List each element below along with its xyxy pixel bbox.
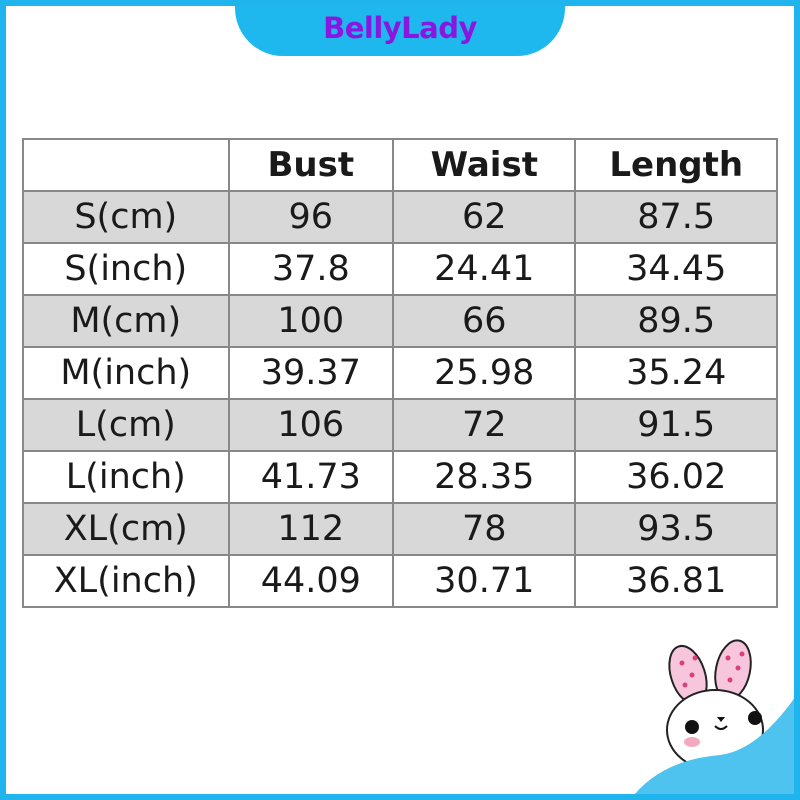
row-label: S(cm) bbox=[22, 190, 230, 244]
table-row: M(cm) 100 66 89.5 bbox=[22, 294, 778, 348]
table-cell: 35.24 bbox=[574, 346, 778, 400]
table-cell: 96 bbox=[227, 190, 395, 244]
column-header: Waist bbox=[392, 138, 577, 192]
table-cell: 25.98 bbox=[392, 346, 577, 400]
table-row: M(inch) 39.37 25.98 35.24 bbox=[22, 346, 778, 400]
table-cell: 78 bbox=[392, 502, 577, 556]
table-cell: 24.41 bbox=[392, 242, 577, 296]
table-cell: 36.02 bbox=[574, 450, 778, 504]
column-header bbox=[22, 138, 230, 192]
table-cell: 44.09 bbox=[227, 554, 395, 608]
table-cell: 91.5 bbox=[574, 398, 778, 452]
table-cell: 30.71 bbox=[392, 554, 577, 608]
table-cell: 72 bbox=[392, 398, 577, 452]
table-row: S(cm) 96 62 87.5 bbox=[22, 190, 778, 244]
table-cell: 89.5 bbox=[574, 294, 778, 348]
size-chart-table: Bust Waist Length S(cm) 96 62 87.5 S(inch) 37.8… bbox=[22, 138, 778, 608]
table-cell: 36.81 bbox=[574, 554, 778, 608]
column-header: Bust bbox=[227, 138, 395, 192]
table-cell: 34.45 bbox=[574, 242, 778, 296]
table-cell: 37.8 bbox=[227, 242, 395, 296]
table-cell: 39.37 bbox=[227, 346, 395, 400]
table-cell: 100 bbox=[227, 294, 395, 348]
brand-name: BellyLady bbox=[323, 11, 477, 45]
row-label: XL(cm) bbox=[22, 502, 230, 556]
bunny-mascot-icon bbox=[630, 639, 800, 800]
row-label: S(inch) bbox=[22, 242, 230, 296]
row-label: XL(inch) bbox=[22, 554, 230, 608]
column-header: Length bbox=[574, 138, 778, 192]
table-cell: 112 bbox=[227, 502, 395, 556]
table-cell: 106 bbox=[227, 398, 395, 452]
row-label: L(inch) bbox=[22, 450, 230, 504]
table-row: XL(inch) 44.09 30.71 36.81 bbox=[22, 554, 778, 608]
row-label: L(cm) bbox=[22, 398, 230, 452]
table-cell: 87.5 bbox=[574, 190, 778, 244]
table-row: S(inch) 37.8 24.41 34.45 bbox=[22, 242, 778, 296]
table-cell: 66 bbox=[392, 294, 577, 348]
row-label: M(inch) bbox=[22, 346, 230, 400]
row-label: M(cm) bbox=[22, 294, 230, 348]
table-row: L(inch) 41.73 28.35 36.02 bbox=[22, 450, 778, 504]
table-cell: 93.5 bbox=[574, 502, 778, 556]
table-cell: 28.35 bbox=[392, 450, 577, 504]
table-cell: 41.73 bbox=[227, 450, 395, 504]
brand-tab: BellyLady bbox=[235, 0, 565, 56]
table-cell: 62 bbox=[392, 190, 577, 244]
table-header-row: Bust Waist Length bbox=[22, 138, 778, 192]
table-row: L(cm) 106 72 91.5 bbox=[22, 398, 778, 452]
table-row: XL(cm) 112 78 93.5 bbox=[22, 502, 778, 556]
